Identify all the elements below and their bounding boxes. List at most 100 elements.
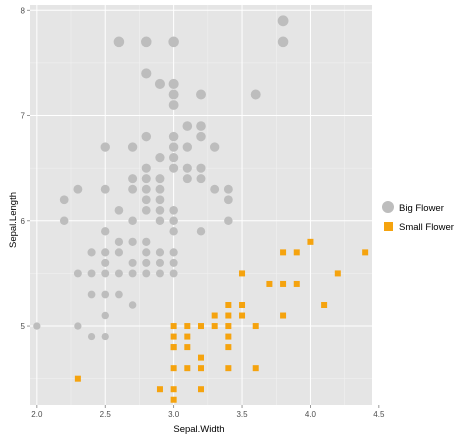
point-big-flower xyxy=(156,269,164,278)
x-axis-title: Sepal.Width xyxy=(173,424,224,435)
point-big-flower xyxy=(128,269,137,278)
point-big-flower xyxy=(168,100,179,110)
point-big-flower xyxy=(114,205,124,215)
point-big-flower xyxy=(196,227,206,236)
point-big-flower xyxy=(74,322,82,330)
y-tick-label: 7 xyxy=(21,112,26,121)
point-small-flower xyxy=(225,365,232,372)
point-big-flower xyxy=(33,322,41,330)
point-big-flower xyxy=(141,174,151,184)
point-small-flower xyxy=(198,365,204,372)
point-big-flower xyxy=(169,227,178,236)
point-small-flower xyxy=(198,386,204,393)
point-big-flower xyxy=(141,184,151,194)
point-small-flower xyxy=(211,323,218,330)
point-small-flower xyxy=(280,312,287,319)
point-small-flower xyxy=(184,365,191,372)
minor-gridlines xyxy=(30,5,372,405)
point-big-flower xyxy=(141,195,151,205)
point-big-flower xyxy=(223,184,233,194)
point-small-flower xyxy=(170,344,177,351)
point-big-flower xyxy=(169,216,178,226)
point-big-flower xyxy=(182,174,192,184)
point-big-flower xyxy=(141,68,152,79)
point-small-flower xyxy=(184,323,191,330)
point-big-flower xyxy=(142,248,151,257)
point-big-flower xyxy=(142,258,151,267)
point-big-flower xyxy=(87,248,96,257)
point-small-flower xyxy=(156,386,163,393)
point-big-flower xyxy=(101,332,109,341)
point-small-flower xyxy=(225,312,232,319)
point-big-flower xyxy=(196,89,206,100)
point-small-flower xyxy=(280,280,287,287)
legend-item-big-flower: Big Flower xyxy=(382,201,444,214)
x-tick-label: 2.0 xyxy=(31,410,43,419)
point-small-flower xyxy=(293,249,300,256)
x-tick-label: 3.0 xyxy=(168,410,180,419)
point-big-flower xyxy=(155,216,165,226)
point-big-flower xyxy=(59,216,69,226)
point-big-flower xyxy=(155,153,165,163)
y-tick-label: 6 xyxy=(21,217,26,226)
point-big-flower xyxy=(128,301,137,309)
point-big-flower xyxy=(169,153,179,163)
point-big-flower xyxy=(168,36,179,48)
point-big-flower xyxy=(127,142,138,152)
point-big-flower xyxy=(223,195,233,205)
point-big-flower xyxy=(141,131,152,142)
point-big-flower xyxy=(142,237,151,246)
point-big-flower xyxy=(113,36,125,48)
point-big-flower xyxy=(155,205,165,215)
point-big-flower xyxy=(128,237,137,246)
point-big-flower xyxy=(155,248,165,257)
point-big-flower xyxy=(196,121,206,131)
point-small-flower xyxy=(211,312,218,319)
point-small-flower xyxy=(170,323,177,330)
point-big-flower xyxy=(154,78,166,89)
point-big-flower xyxy=(196,131,206,142)
point-small-flower xyxy=(225,323,232,330)
point-big-flower xyxy=(169,248,178,257)
point-big-flower xyxy=(155,174,165,184)
point-big-flower xyxy=(210,142,220,152)
data-points xyxy=(33,15,369,403)
point-big-flower xyxy=(114,237,124,246)
point-big-flower xyxy=(168,78,179,89)
point-big-flower xyxy=(182,142,193,152)
point-big-flower xyxy=(277,15,289,27)
point-small-flower xyxy=(239,302,246,308)
point-big-flower xyxy=(114,269,123,278)
major-gridlines xyxy=(30,5,380,405)
point-small-flower xyxy=(293,280,300,287)
point-big-flower xyxy=(128,174,138,184)
point-big-flower xyxy=(101,290,110,299)
point-small-flower xyxy=(266,280,273,287)
point-big-flower xyxy=(155,195,165,205)
point-small-flower xyxy=(170,386,177,393)
x-axis: 2.0 2.5 3.0 3.5 4.0 4.5 xyxy=(31,405,385,419)
point-big-flower xyxy=(101,227,110,236)
point-big-flower xyxy=(210,184,220,194)
x-tick-label: 2.5 xyxy=(100,410,112,419)
point-big-flower xyxy=(142,269,151,278)
point-small-flower xyxy=(321,302,328,308)
y-tick-label: 5 xyxy=(21,322,26,331)
point-big-flower xyxy=(168,142,179,152)
point-big-flower xyxy=(277,36,289,48)
point-small-flower xyxy=(170,365,177,372)
point-small-flower xyxy=(225,344,232,351)
point-big-flower xyxy=(128,184,138,194)
point-small-flower xyxy=(334,270,341,277)
point-big-flower xyxy=(114,248,123,257)
legend-label-big-flower: Big Flower xyxy=(399,203,444,214)
point-small-flower xyxy=(239,312,246,319)
point-small-flower xyxy=(198,354,204,361)
legend-item-small-flower: Small Flower xyxy=(384,222,454,233)
point-big-flower xyxy=(155,184,165,194)
point-big-flower xyxy=(196,163,206,173)
point-big-flower xyxy=(100,142,110,152)
point-big-flower xyxy=(128,258,137,267)
point-big-flower xyxy=(155,258,164,267)
